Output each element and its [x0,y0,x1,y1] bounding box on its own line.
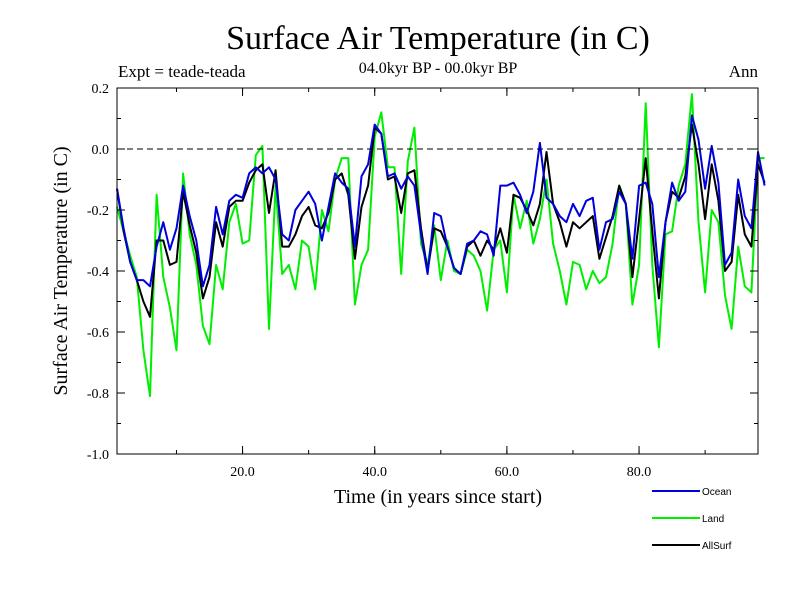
plot-lines [116,93,766,398]
y-tick-label: 0.0 [92,143,110,158]
axes: 0.2 0.0 -0.2 -0.4 -0.6 -0.8 -1.0 20.0 40.0 60.0 80… [87,82,758,480]
legend: Ocean Land AllSurf [652,487,732,552]
y-tick-label: -1.0 [87,448,109,463]
chart-subtitle: 04.0kyr BP - 00.0kyr BP [359,60,518,77]
y-tick-label: 0.2 [92,82,110,97]
season-label: Ann [729,62,759,81]
y-axis-label: Surface Air Temperature (in C) [50,146,72,395]
x-tick-label: 60.0 [495,465,520,480]
series-line-allsurf [116,123,766,318]
x-tick-label: 20.0 [230,465,255,480]
x-tick-label: 80.0 [627,465,652,480]
legend-label-ocean: Ocean [702,487,731,498]
legend-label-allsurf: AllSurf [702,541,732,552]
plot-frame [116,87,759,455]
legend-label-land: Land [702,514,724,525]
chart-title: Surface Air Temperature (in C) [226,20,650,57]
series-line-ocean [116,114,766,288]
y-tick-label: -0.4 [87,265,109,280]
x-axis-label: Time (in years since start) [334,486,542,508]
y-tick-label: -0.8 [87,387,109,402]
series-line-land [116,93,765,398]
y-tick-label: -0.2 [87,204,109,219]
experiment-label: Expt = teade-teada [118,62,246,81]
x-tick-label: 40.0 [362,465,387,480]
y-tick-label: -0.6 [87,326,109,341]
